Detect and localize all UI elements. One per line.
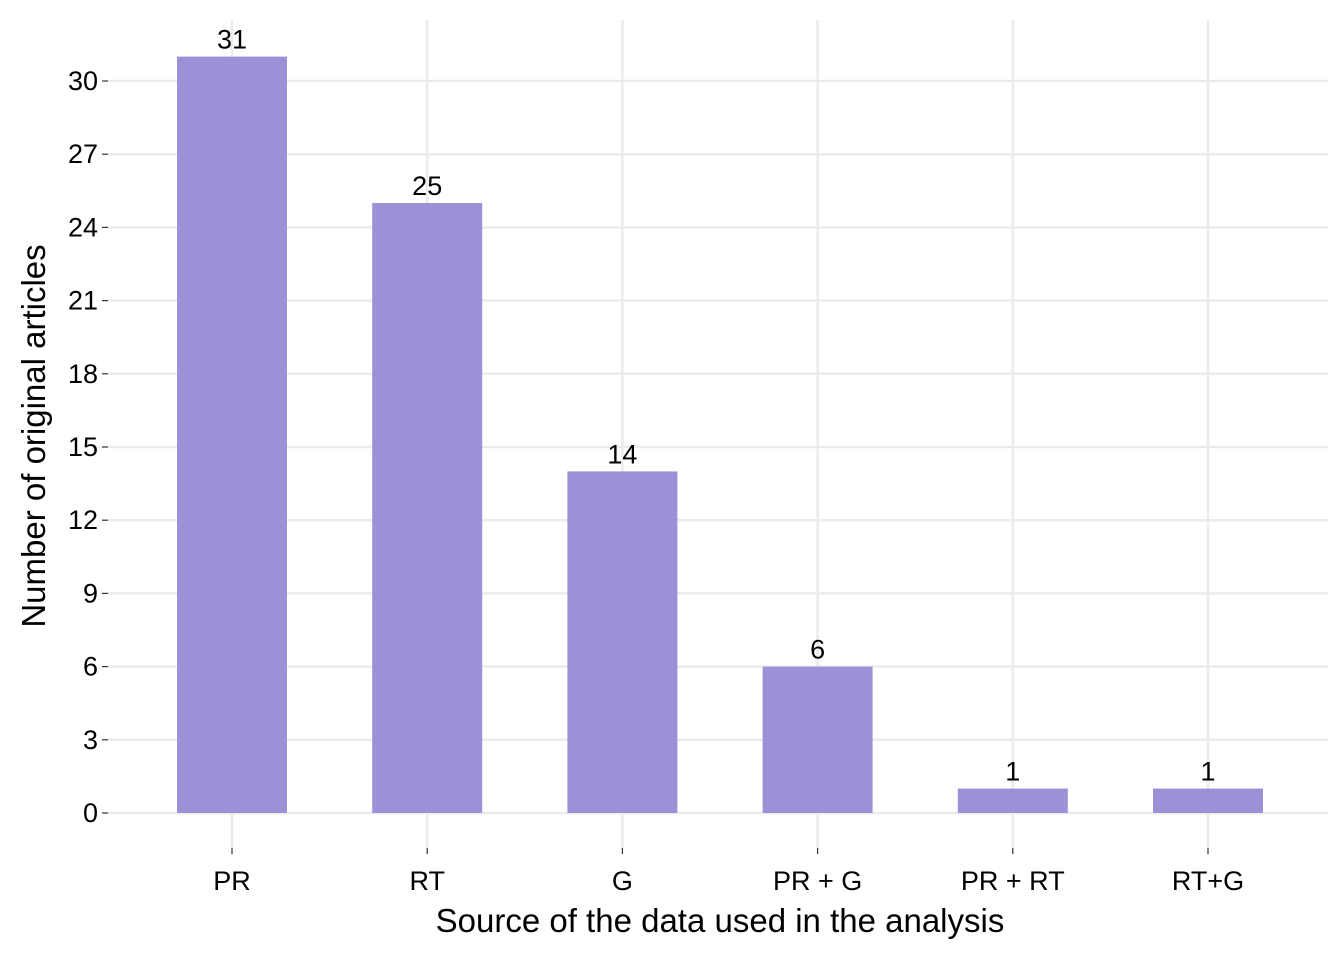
bar <box>957 788 1068 813</box>
y-axis-title: Number of original articles <box>15 244 52 627</box>
data-label: 6 <box>810 635 825 665</box>
data-labels-layer: 31 25 14 6 1 1 <box>217 25 1216 787</box>
y-tick-label: 24 <box>68 212 98 242</box>
data-label: 14 <box>607 439 637 469</box>
x-tick-label: RT <box>409 866 445 896</box>
x-axis-title: Source of the data used in the analysis <box>436 902 1005 939</box>
y-tick-label: 15 <box>68 432 98 462</box>
bars-layer <box>177 56 1263 814</box>
x-tick-label: PR + G <box>773 866 862 896</box>
x-tick-label: G <box>612 866 633 896</box>
data-label: 1 <box>1005 757 1020 787</box>
data-label: 1 <box>1200 757 1215 787</box>
bar <box>762 666 873 813</box>
grid-layer <box>108 20 1328 848</box>
x-axis: PR RT G PR + G PR + RT RT+G <box>213 848 1244 896</box>
data-label: 31 <box>217 25 247 55</box>
y-tick-label: 3 <box>83 725 98 755</box>
y-tick-label: 21 <box>68 286 98 316</box>
bar <box>1153 788 1263 813</box>
bar <box>177 56 287 814</box>
y-tick-label: 27 <box>68 139 98 169</box>
y-tick-label: 18 <box>68 359 98 389</box>
bar <box>372 203 483 813</box>
x-tick-label: PR <box>213 866 251 896</box>
y-tick-label: 9 <box>83 578 98 608</box>
y-tick-label: 12 <box>68 505 98 535</box>
bar <box>567 471 678 813</box>
y-tick-label: 30 <box>68 66 98 96</box>
data-label: 25 <box>412 171 442 201</box>
y-tick-label: 0 <box>83 798 98 828</box>
x-tick-label: RT+G <box>1172 866 1244 896</box>
x-tick-label: PR + RT <box>961 866 1065 896</box>
y-tick-label: 6 <box>83 652 98 682</box>
y-axis: 0 3 6 9 12 15 18 21 24 27 30 <box>68 66 108 828</box>
